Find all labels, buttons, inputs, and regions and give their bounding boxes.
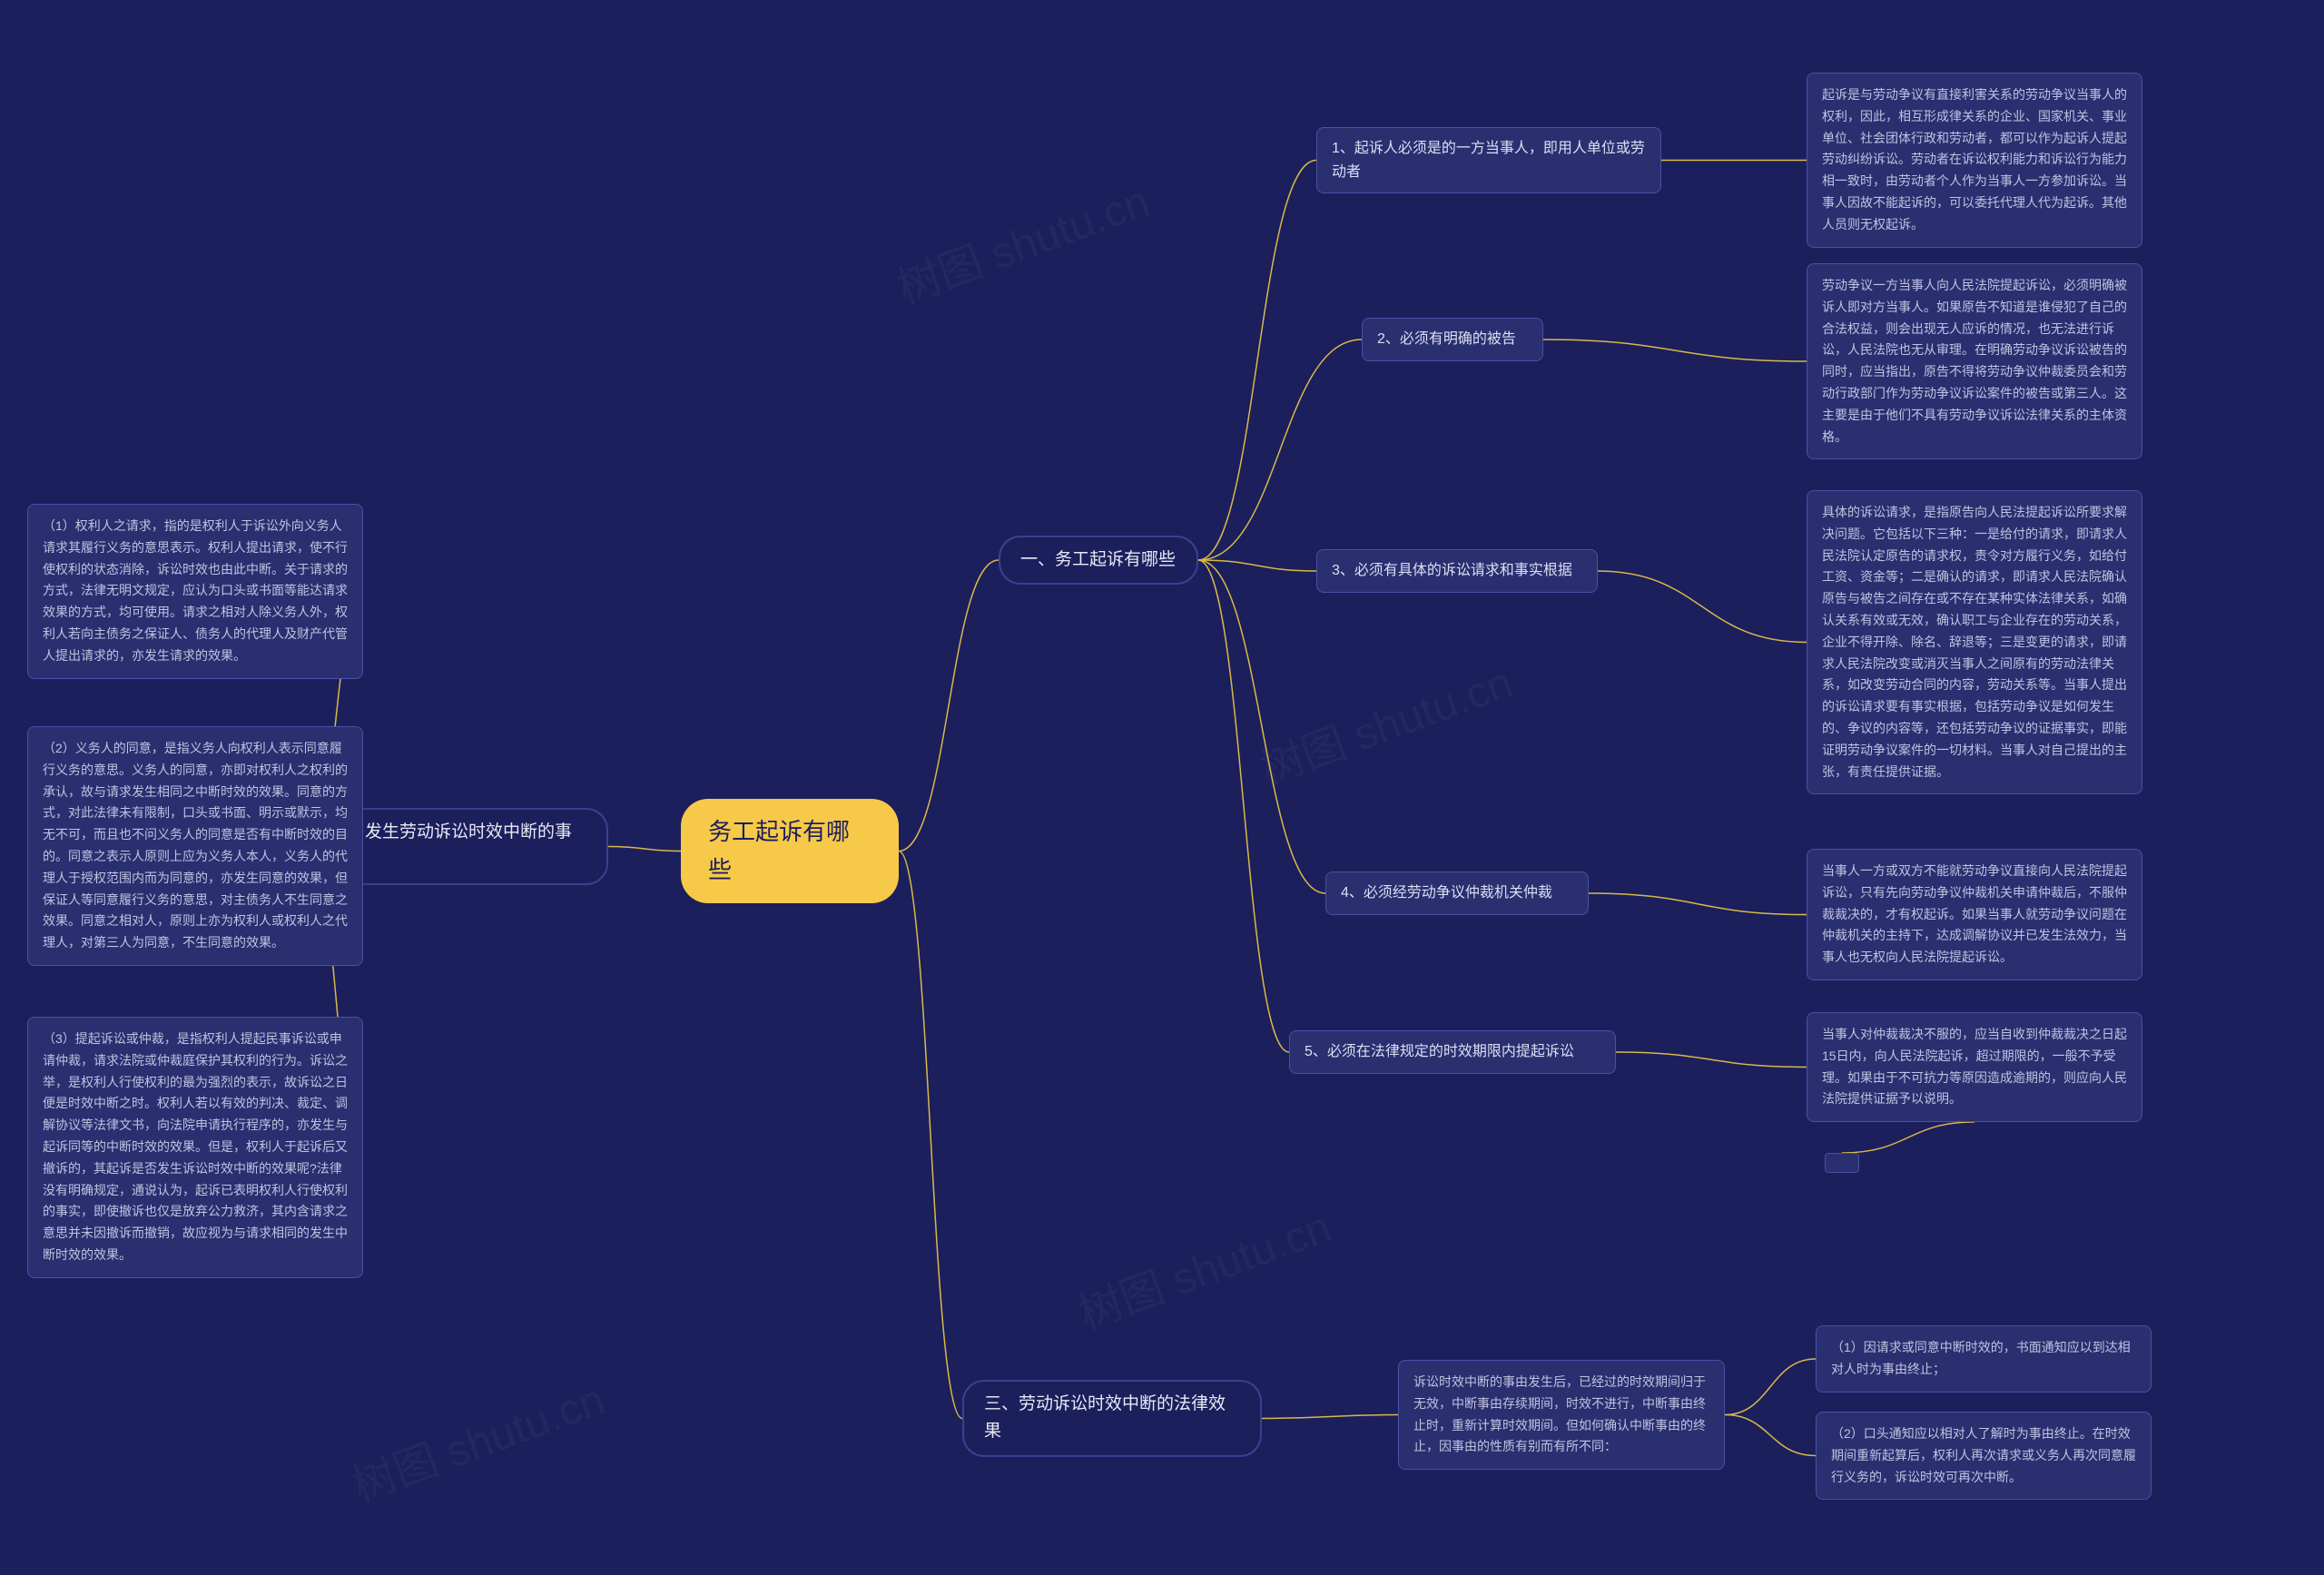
b1-child-1-detail: 起诉是与劳动争议有直接利害关系的劳动争议当事人的权利，因此，相互形成律关系的企业… [1807, 73, 2142, 248]
b3-child-1: （1）因请求或同意中断时效的，书面通知应以到达相对人时为事由终止； [1816, 1325, 2152, 1393]
b3-child-2: （2）口头通知应以相对人了解时为事由终止。在时效期间重新起算后，权利人再次请求或… [1816, 1412, 2152, 1500]
branch-3: 三、劳动诉讼时效中断的法律效果 [962, 1380, 1262, 1457]
watermark: 树图 shutu.cn [342, 1363, 612, 1513]
branch-1: 一、务工起诉有哪些 [999, 536, 1198, 585]
b2-child-1: （1）权利人之请求，指的是权利人于诉讼外向义务人请求其履行义务的意思表示。权利人… [27, 504, 363, 679]
b2-child-3: （3）提起诉讼或仲裁，是指权利人提起民事诉讼或申请仲裁，请求法院或仲裁庭保护其权… [27, 1017, 363, 1278]
b1-child-5: 5、必须在法律规定的时效期限内提起诉讼 [1289, 1030, 1616, 1074]
mindmap-root: 务工起诉有哪些 [681, 799, 899, 903]
watermark: 树图 shutu.cn [1250, 646, 1520, 796]
b1-child-3: 3、必须有具体的诉讼请求和事实根据 [1316, 549, 1598, 593]
b1-child-4-detail: 当事人一方或双方不能就劳动争议直接向人民法院提起诉讼，只有先向劳动争议仲裁机关申… [1807, 849, 2142, 980]
watermark: 树图 shutu.cn [1068, 1191, 1338, 1341]
b1-child-2-detail: 劳动争议一方当事人向人民法院提起诉讼，必须明确被诉人即对方当事人。如果原告不知道… [1807, 263, 2142, 459]
b2-child-2: （2）义务人的同意，是指义务人向权利人表示同意履行义务的意思。义务人的同意，亦即… [27, 726, 363, 966]
b1-child-5-detail: 当事人对仲裁裁决不服的，应当自收到仲裁裁决之日起15日内，向人民法院起诉，超过期… [1807, 1012, 2142, 1122]
b1-child-2: 2、必须有明确的被告 [1362, 318, 1543, 361]
b1-child-3-detail: 具体的诉讼请求，是指原告向人民法提起诉讼所要求解决问题。它包括以下三种：一是给付… [1807, 490, 2142, 794]
b1-child-4: 4、必须经劳动争议仲裁机关仲裁 [1325, 871, 1589, 915]
b1-child-5-empty [1825, 1153, 1859, 1173]
b3-intermediate: 诉讼时效中断的事由发生后，已经过的时效期间归于无效，中断事由存续期间，时效不进行… [1398, 1360, 1725, 1470]
watermark: 树图 shutu.cn [887, 165, 1157, 315]
b1-child-1: 1、起诉人必须是的一方当事人，即用人单位或劳动者 [1316, 127, 1661, 193]
